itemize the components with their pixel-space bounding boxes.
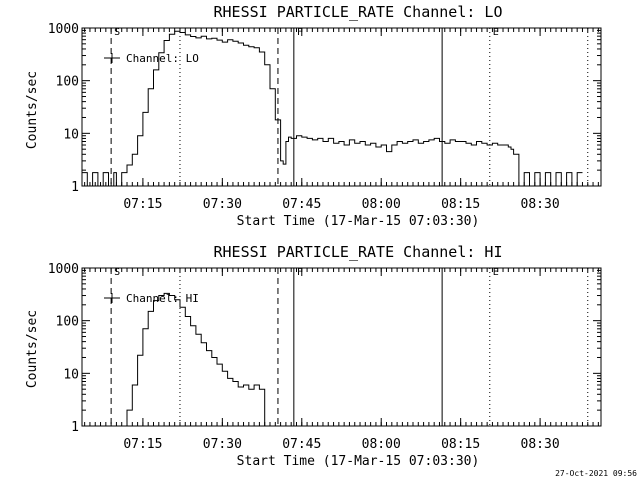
axis-ticks: 07:15 07:30 07:45 08:00 08:15 08:30 1 10 100 1000 xyxy=(48,262,601,452)
x-tick-label: 07:30 xyxy=(203,437,242,452)
y-tick-label: 100 xyxy=(56,315,79,330)
y-axis-label: Counts/sec xyxy=(25,71,40,149)
x-tick-label: 08:15 xyxy=(441,437,480,452)
series-line xyxy=(82,30,583,187)
y-tick-label: 1 xyxy=(71,420,79,435)
axis-ticks: 07:15 07:30 07:45 08:00 08:15 08:30 1 10 100 1000 xyxy=(48,22,601,212)
x-tick-label: 08:30 xyxy=(521,437,560,452)
legend: Channel: HI xyxy=(104,292,199,305)
plot-frame xyxy=(81,27,602,187)
chart-title: RHESSI PARTICLE_RATE Channel: LO xyxy=(214,3,503,21)
x-tick-label: 07:15 xyxy=(123,197,162,212)
footer-timestamp: 27-Oct-2021 09:56 xyxy=(555,469,637,478)
panel-hi: RHESSI PARTICLE_RATE Channel: HI Start T… xyxy=(25,243,602,469)
x-tick-label: 08:30 xyxy=(521,197,560,212)
series-lines xyxy=(82,30,583,187)
x-axis-label: Start Time (17-Mar-15 07:03:30) xyxy=(237,214,480,229)
y-tick-label: 100 xyxy=(56,75,79,90)
time-marker-label: S xyxy=(114,267,120,278)
time-marker-label: F xyxy=(297,27,303,38)
panel-lo: RHESSI PARTICLE_RATE Channel: LO Start T… xyxy=(25,3,602,229)
y-tick-label: 10 xyxy=(63,367,79,382)
x-tick-label: 08:00 xyxy=(362,197,401,212)
x-tick-label: 08:15 xyxy=(441,197,480,212)
y-tick-label: 10 xyxy=(63,127,79,142)
y-tick-label: 1000 xyxy=(48,22,79,37)
time-marker-label: E xyxy=(493,267,499,278)
x-axis-label: Start Time (17-Mar-15 07:03:30) xyxy=(237,454,480,469)
legend: Channel: LO xyxy=(104,52,199,65)
x-tick-label: 07:45 xyxy=(282,197,321,212)
x-tick-label: 07:30 xyxy=(203,197,242,212)
y-axis-label: Counts/sec xyxy=(25,310,40,388)
legend-label: Channel: HI xyxy=(126,292,199,305)
legend-label: Channel: LO xyxy=(126,52,199,65)
time-marker-label: E xyxy=(493,27,499,38)
x-tick-label: 08:00 xyxy=(362,437,401,452)
chart-title: RHESSI PARTICLE_RATE Channel: HI xyxy=(214,243,503,261)
time-marker-label: F xyxy=(297,267,303,278)
series-line xyxy=(124,292,270,427)
x-tick-label: 07:45 xyxy=(282,437,321,452)
y-tick-label: 1 xyxy=(71,180,79,195)
time-marker-label: S xyxy=(114,27,120,38)
y-tick-label: 1000 xyxy=(48,262,79,277)
series-lines xyxy=(124,292,270,427)
plot-frame xyxy=(81,267,602,427)
x-tick-label: 07:15 xyxy=(123,437,162,452)
